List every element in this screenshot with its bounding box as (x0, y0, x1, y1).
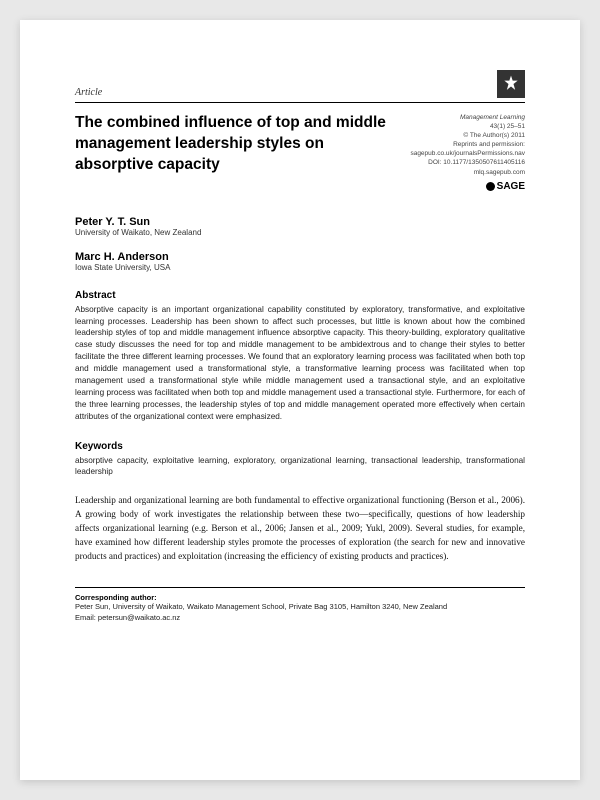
keywords-heading: Keywords (75, 441, 525, 452)
header-block: The combined influence of top and middle… (75, 113, 525, 194)
paper-title: The combined influence of top and middle… (75, 113, 390, 194)
corresponding-email: Email: petersun@waikato.ac.nz (75, 613, 525, 624)
author-1-name: Peter Y. T. Sun (75, 216, 525, 228)
meta-journal: Management Learning (410, 113, 525, 122)
article-label: Article (75, 87, 102, 98)
meta-site: mlq.sagepub.com (410, 168, 525, 177)
abstract-text: Absorptive capacity is an important orga… (75, 304, 525, 423)
sage-logo: SAGE (410, 180, 525, 194)
author-1-affiliation: University of Waikato, New Zealand (75, 228, 525, 237)
keywords-text: absorptive capacity, exploitative learni… (75, 455, 525, 479)
meta-issue: 43(1) 25–51 (410, 122, 525, 131)
author-2-name: Marc H. Anderson (75, 251, 525, 263)
meta-reprints: Reprints and permission: (410, 140, 525, 149)
meta-doi: DOI: 10.1177/1350507611405116 (410, 158, 525, 167)
meta-permissions-url: sagepub.co.uk/journalsPermissions.nav (410, 149, 525, 158)
sage-circle-icon (486, 182, 495, 191)
body-paragraph: Leadership and organizational learning a… (75, 494, 525, 563)
paper-page: Article The combined influence of top an… (20, 20, 580, 780)
sage-text: SAGE (497, 180, 525, 194)
journal-logo-icon (497, 70, 525, 98)
abstract-heading: Abstract (75, 290, 525, 301)
top-row: Article (75, 70, 525, 98)
top-divider (75, 102, 525, 103)
meta-copyright: © The Author(s) 2011 (410, 131, 525, 140)
meta-block: Management Learning 43(1) 25–51 © The Au… (410, 113, 525, 194)
footer-divider (75, 587, 525, 588)
author-2: Marc H. Anderson Iowa State University, … (75, 251, 525, 272)
author-2-affiliation: Iowa State University, USA (75, 263, 525, 272)
author-1: Peter Y. T. Sun University of Waikato, N… (75, 216, 525, 237)
corresponding-address: Peter Sun, University of Waikato, Waikat… (75, 602, 525, 613)
corresponding-heading: Corresponding author: (75, 593, 525, 602)
